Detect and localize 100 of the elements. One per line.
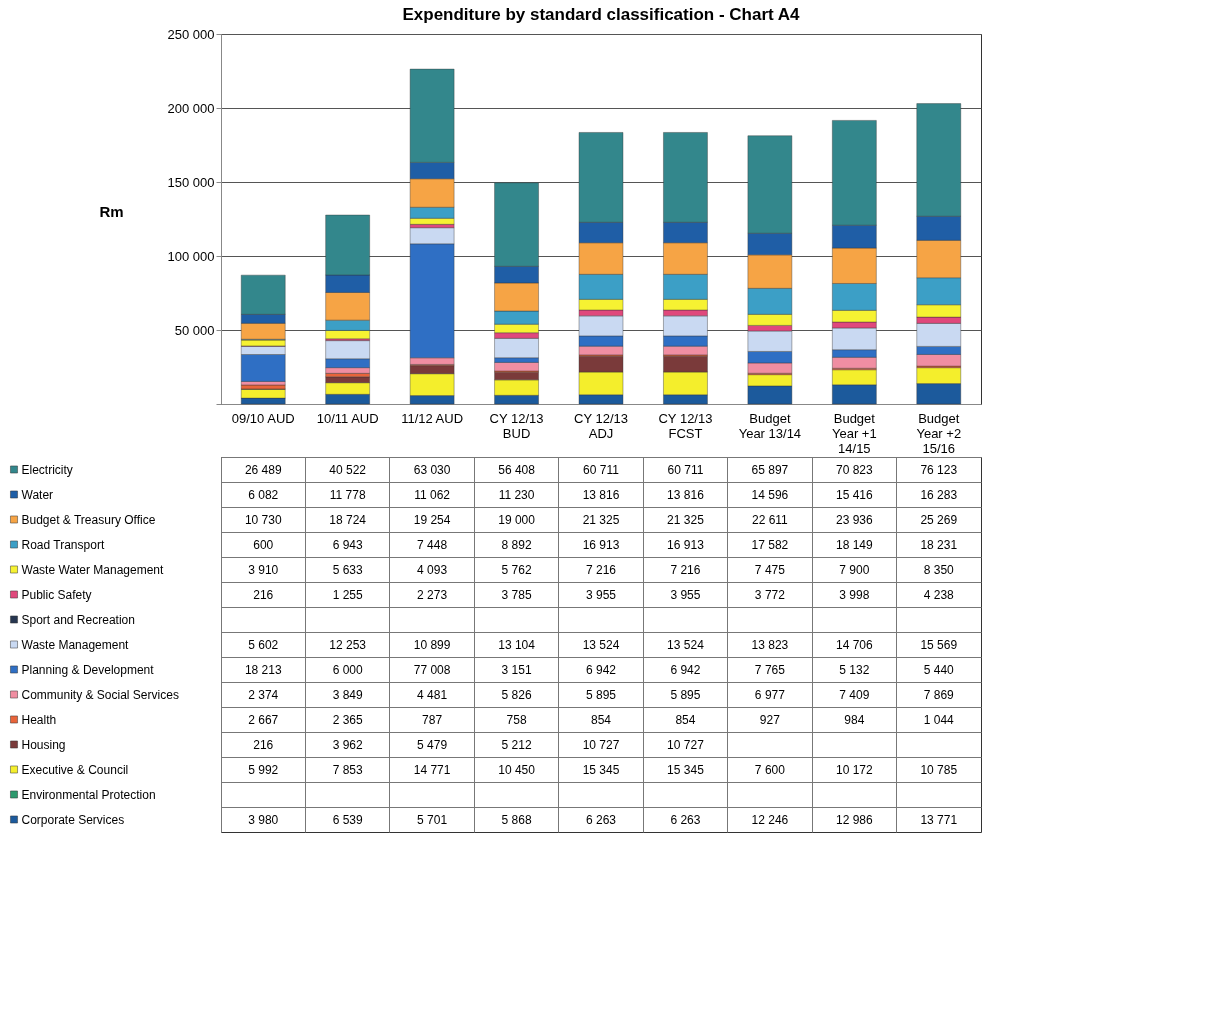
data-label: 216 xyxy=(253,737,274,752)
data-label: 26 489 xyxy=(244,462,282,477)
data-label: 216 xyxy=(253,587,274,602)
data-label: 758 xyxy=(506,712,527,727)
data-label: 77 008 xyxy=(413,662,451,677)
data-label: 3 151 xyxy=(501,662,532,677)
data-label: 2 667 xyxy=(248,712,279,727)
data-label: 10 450 xyxy=(498,762,536,777)
data-label: 23 936 xyxy=(835,512,874,527)
data-label: 6 942 xyxy=(585,662,617,677)
data-label: 3 962 xyxy=(332,737,364,752)
data-label: 21 325 xyxy=(667,512,705,527)
data-label: 4 238 xyxy=(923,587,955,602)
x-tick-label: Budget Year 13/14 xyxy=(738,410,802,441)
data-label: 5 479 xyxy=(417,737,448,752)
y-tick-label: 150 000 xyxy=(167,174,215,190)
data-label: 18 724 xyxy=(329,512,367,527)
data-label: 4 481 xyxy=(417,687,448,702)
data-label: 11 062 xyxy=(414,487,451,502)
data-label: 1 044 xyxy=(923,712,955,727)
data-label: 4 093 xyxy=(417,562,448,577)
data-label: 10 899 xyxy=(413,637,451,652)
data-label: 927 xyxy=(759,712,781,727)
x-tick-label: 11/12 AUD xyxy=(401,410,464,426)
x-tick-label: 10/11 AUD xyxy=(316,410,379,426)
y-tick-label: 250 000 xyxy=(167,26,215,42)
data-label: 70 823 xyxy=(835,462,874,477)
data-label: 18 149 xyxy=(835,537,874,552)
data-label: 5 895 xyxy=(670,687,701,702)
data-label: 3 955 xyxy=(585,587,617,602)
y-axis-title: Rm xyxy=(99,202,124,220)
data-label: 56 408 xyxy=(498,462,536,477)
data-label: 6 000 xyxy=(332,662,364,677)
data-label: 16 283 xyxy=(920,487,958,502)
data-label: 10 727 xyxy=(582,737,620,752)
data-label: 13 524 xyxy=(667,637,705,652)
data-label: 2 273 xyxy=(417,587,448,602)
data-label: 25 269 xyxy=(920,512,958,527)
data-label: 5 602 xyxy=(248,637,279,652)
data-label: 5 440 xyxy=(923,662,955,677)
legend-label: Housing xyxy=(21,737,66,752)
data-label: 5 701 xyxy=(417,812,448,827)
data-label: 7 765 xyxy=(754,662,786,677)
legend-label: Public Safety xyxy=(21,587,92,602)
data-label: 13 816 xyxy=(582,487,620,502)
legend-label: Corporate Services xyxy=(21,812,125,827)
data-label: 15 345 xyxy=(582,762,620,777)
data-label: 6 263 xyxy=(585,812,617,827)
data-label: 854 xyxy=(590,712,612,727)
data-label: 5 633 xyxy=(332,562,364,577)
data-label: 22 611 xyxy=(751,512,789,527)
data-label: 15 416 xyxy=(835,487,874,502)
data-label: 12 253 xyxy=(329,637,367,652)
data-label: 18 231 xyxy=(920,537,958,552)
x-tick-label: CY 12/13 ADJ xyxy=(574,410,628,441)
data-label: 11 230 xyxy=(498,487,535,502)
data-label: 21 325 xyxy=(582,512,620,527)
data-label: 16 913 xyxy=(582,537,620,552)
chart-title: Expenditure by standard classification - Chart A4 xyxy=(402,5,801,24)
data-label: 7 600 xyxy=(754,762,786,777)
data-label: 16 913 xyxy=(667,537,705,552)
x-tick-label: Budget Year +2 15/16 xyxy=(916,410,962,456)
data-label: 854 xyxy=(675,712,696,727)
legend-label: Community & Social Services xyxy=(21,687,179,702)
data-label: 600 xyxy=(253,537,274,552)
y-tick-label: 100 000 xyxy=(167,248,215,264)
y-tick-label: 200 000 xyxy=(167,100,215,116)
data-label: 12 246 xyxy=(751,812,789,827)
data-label: 6 943 xyxy=(332,537,364,552)
x-tick-label: CY 12/13 FCST xyxy=(658,410,713,441)
data-label: 6 977 xyxy=(754,687,786,702)
data-label: 3 955 xyxy=(670,587,701,602)
data-label: 14 596 xyxy=(751,487,789,502)
data-label: 3 980 xyxy=(248,812,279,827)
data-label: 6 539 xyxy=(332,812,364,827)
data-label: 10 727 xyxy=(667,737,705,752)
data-label: 7 216 xyxy=(670,562,701,577)
data-label: 10 172 xyxy=(835,762,874,777)
data-label: 7 853 xyxy=(332,762,364,777)
data-label: 1 255 xyxy=(332,587,364,602)
data-label: 6 082 xyxy=(248,487,279,502)
data-label: 13 823 xyxy=(751,637,789,652)
data-label: 12 986 xyxy=(835,812,874,827)
data-label: 40 522 xyxy=(329,462,367,477)
data-label: 7 448 xyxy=(417,537,448,552)
data-label: 13 104 xyxy=(498,637,536,652)
data-label: 76 123 xyxy=(920,462,958,477)
data-label: 13 771 xyxy=(920,812,958,827)
legend-label: Sport and Recreation xyxy=(21,612,135,627)
data-label: 3 785 xyxy=(501,587,532,602)
data-label: 14 771 xyxy=(413,762,451,777)
data-label: 6 263 xyxy=(670,812,701,827)
data-label: 5 762 xyxy=(501,562,532,577)
data-label: 2 374 xyxy=(248,687,279,702)
data-label: 3 910 xyxy=(248,562,279,577)
data-label: 18 213 xyxy=(244,662,282,677)
data-label: 19 000 xyxy=(498,512,536,527)
data-label: 15 345 xyxy=(667,762,705,777)
legend-label: Executive & Council xyxy=(21,762,129,777)
data-label: 5 895 xyxy=(585,687,617,702)
